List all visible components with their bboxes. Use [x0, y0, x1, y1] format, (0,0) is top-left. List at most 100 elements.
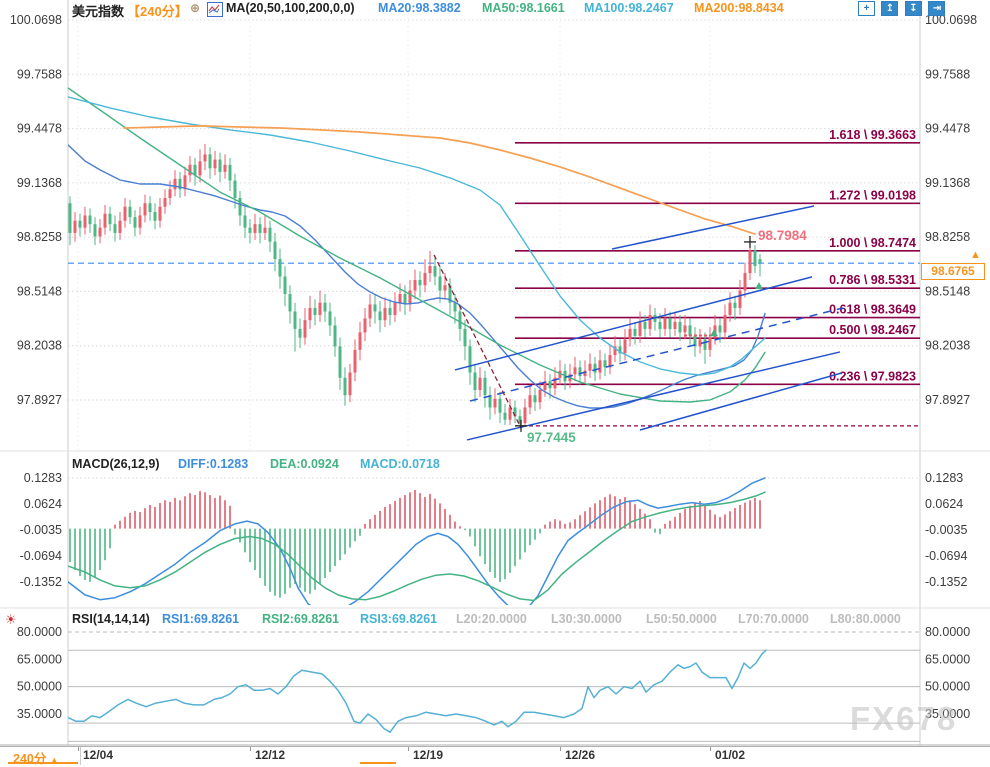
fib-label: 1.272 \ 99.0198: [829, 188, 916, 202]
candle-body: [233, 180, 237, 199]
candle-body: [403, 293, 407, 305]
candle-body: [518, 416, 522, 424]
macd-title[interactable]: MACD(26,12,9): [72, 457, 160, 471]
crosshair-tool-icon[interactable]: +: [858, 1, 875, 16]
candle-body: [423, 273, 427, 286]
price-axis-label-left: 100.0698: [10, 13, 62, 27]
indicator-settings-icon[interactable]: ☀: [5, 612, 17, 627]
dea-line: [68, 491, 766, 602]
candle-body: [413, 280, 417, 291]
scrollbar-thumb[interactable]: [360, 762, 396, 764]
candle-body: [643, 321, 647, 329]
candle-body: [738, 290, 742, 308]
x-axis-date-label: 12/26: [565, 748, 596, 762]
rsi-title[interactable]: RSI(14,14,14): [72, 612, 150, 626]
candle-body: [623, 339, 627, 354]
trend-line: [466, 351, 841, 441]
candle-body: [683, 325, 687, 333]
x-axis-tick: [250, 747, 251, 751]
candle-body: [433, 266, 437, 277]
rsi-line: [68, 649, 767, 733]
candle-body: [658, 321, 662, 329]
x-axis-date-label: 12/12: [255, 748, 286, 762]
price-axis-label-right: 99.1368: [925, 176, 970, 190]
ma100-value: MA100:98.2467: [584, 1, 674, 15]
candle-body: [348, 372, 352, 396]
candle-body: [368, 304, 372, 319]
candle-body: [533, 395, 537, 403]
candle-body: [678, 321, 682, 333]
candle-body: [728, 302, 732, 315]
candle-body: [198, 161, 202, 176]
candle-body: [223, 164, 227, 172]
period-selector[interactable]: 240分 ▲: [13, 752, 59, 766]
candle-body: [673, 321, 677, 329]
rsi-axis-label-left: 35.0000: [17, 707, 62, 721]
candle-body: [378, 311, 382, 321]
candle-body: [508, 407, 512, 420]
macd-axis-label-left: -0.0694: [20, 549, 62, 563]
jump-latest-icon[interactable]: ⇥: [928, 1, 946, 16]
candlestick-series: [68, 143, 762, 426]
candle-body: [243, 215, 247, 228]
candle-body: [688, 325, 692, 336]
price-axis-label-right: 98.8258: [925, 230, 970, 244]
candle-body: [443, 285, 447, 291]
l30-label: L30:30.0000: [551, 612, 622, 626]
rsi-axis-label-right: 65.0000: [925, 652, 970, 666]
trendline-layer: [433, 205, 844, 441]
candle-body: [93, 224, 97, 237]
candle-body: [83, 215, 87, 228]
macd-axis-label-left: -0.1352: [20, 575, 62, 589]
candle-body: [303, 320, 307, 338]
period-badge[interactable]: 【240分】: [127, 4, 188, 19]
candle-body: [258, 224, 262, 233]
candle-body: [483, 377, 487, 396]
time-axis-bar: 240分 ▲ 12/04 12/12 12/19 12/26 01/02: [0, 746, 990, 766]
fib-label: 0.236 \ 97.9823: [829, 369, 916, 383]
candle-body: [263, 227, 267, 233]
fibonacci-layer: 1.618 \ 99.3663 1.272 \ 99.0198 1.000 \ 98…: [515, 128, 920, 427]
candle-body: [143, 203, 147, 216]
candle-body: [453, 302, 457, 312]
candle-body: [328, 311, 332, 326]
candle-body: [98, 227, 102, 237]
fib-label: 0.500 \ 98.2467: [829, 323, 916, 337]
price-axis-label-right: 98.5148: [925, 284, 970, 298]
candle-body: [293, 311, 297, 329]
add-indicator-icon[interactable]: ⊕: [190, 1, 201, 15]
x-axis-date-label: 01/02: [715, 748, 746, 762]
candle-body: [308, 307, 312, 321]
candle-body: [373, 304, 377, 312]
price-axis-label-left: 99.7588: [17, 67, 62, 81]
candle-body: [163, 198, 167, 207]
macd-panel: 0.1283 0.1283 0.0624 0.0624 -0.0035 -0.0035 -0…: [20, 471, 967, 605]
candle-body: [178, 178, 182, 190]
candle-body: [633, 328, 637, 336]
pane-down-icon[interactable]: ↧: [904, 1, 922, 16]
ma-settings-label[interactable]: MA(20,50,100,200,0,0): [226, 1, 355, 15]
diff-value: DIFF:0.1283: [178, 457, 249, 471]
candle-body: [408, 290, 412, 305]
candle-body: [168, 189, 172, 199]
price-axis-label-left: 97.8927: [17, 393, 62, 407]
rsi-axis-label-left: 80.0000: [17, 625, 62, 639]
chart-type-icon[interactable]: [207, 2, 223, 17]
pane-up-icon[interactable]: ↥: [881, 1, 899, 16]
chart-header: 美元指数 【240分】 ⊕ MA(20,50,100,200,0,0) MA20…: [0, 0, 990, 20]
rsi-axis-label-right: 50.0000: [925, 680, 970, 694]
price-axis-label-left: 98.2038: [17, 339, 62, 353]
candle-body: [488, 395, 492, 408]
candle-body: [208, 154, 212, 169]
candle-body: [218, 159, 222, 172]
price-axis-label-left: 98.8258: [17, 230, 62, 244]
price-axis-label-right: 100.0698: [925, 13, 977, 27]
candle-body: [213, 159, 217, 169]
candle-body: [388, 307, 392, 315]
candle-body: [118, 220, 122, 233]
candle-body: [608, 355, 612, 368]
l70-label: L70:70.0000: [738, 612, 809, 626]
candle-body: [183, 175, 187, 190]
